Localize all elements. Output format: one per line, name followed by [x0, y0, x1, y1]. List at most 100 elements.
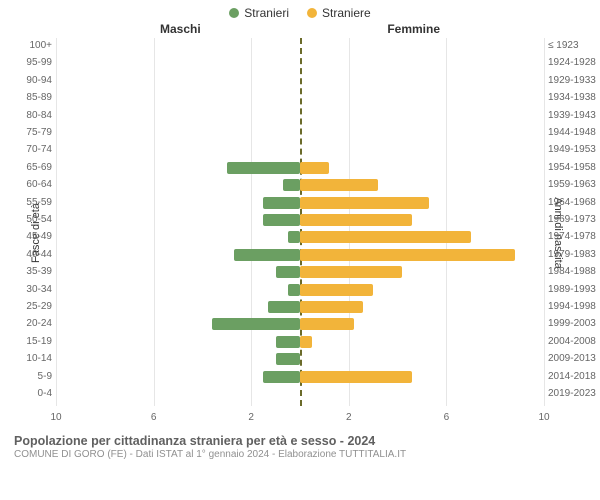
birth-year-label: ≤ 1923: [548, 40, 600, 51]
x-tick-label: 2: [346, 412, 352, 423]
bar-female: [300, 301, 363, 313]
age-row: 80-841939-1943: [56, 108, 544, 124]
bar-male: [263, 214, 300, 226]
age-row: 50-541969-1973: [56, 212, 544, 228]
birth-year-label: 1949-1953: [548, 144, 600, 155]
bar-female: [300, 336, 312, 348]
bar-female: [300, 179, 378, 191]
birth-year-label: 1994-1998: [548, 301, 600, 312]
age-label: 85-89: [12, 92, 52, 103]
age-row: 10-142009-2013: [56, 351, 544, 367]
age-row: 95-991924-1928: [56, 55, 544, 71]
birth-year-label: 2004-2008: [548, 336, 600, 347]
legend-item-male: Stranieri: [229, 6, 289, 20]
bar-male: [283, 179, 300, 191]
age-label: 80-84: [12, 110, 52, 121]
bar-male: [276, 336, 300, 348]
age-label: 100+: [12, 40, 52, 51]
age-label: 5-9: [12, 371, 52, 382]
age-row: 25-291994-1998: [56, 299, 544, 315]
chart-footer: Popolazione per cittadinanza straniera p…: [0, 428, 600, 460]
bar-male: [227, 162, 300, 174]
age-row: 15-192004-2008: [56, 334, 544, 350]
bar-female: [300, 249, 515, 261]
age-row: 45-491974-1978: [56, 229, 544, 245]
bar-female: [300, 162, 329, 174]
age-row: 5-92014-2018: [56, 369, 544, 385]
birth-year-label: 1989-1993: [548, 284, 600, 295]
x-tick-label: 10: [538, 412, 549, 423]
bar-female: [300, 231, 471, 243]
birth-year-label: 1974-1978: [548, 231, 600, 242]
legend-label-male: Stranieri: [244, 6, 289, 20]
age-label: 0-4: [12, 388, 52, 399]
birth-year-label: 1954-1958: [548, 162, 600, 173]
birth-year-label: 1959-1963: [548, 179, 600, 190]
bar-female: [300, 284, 373, 296]
legend-item-female: Straniere: [307, 6, 371, 20]
age-label: 35-39: [12, 266, 52, 277]
age-row: 75-791944-1948: [56, 125, 544, 141]
bar-male: [288, 231, 300, 243]
chart-subtitle: COMUNE DI GORO (FE) - Dati ISTAT al 1° g…: [14, 449, 586, 460]
legend: Stranieri Straniere: [0, 0, 600, 22]
bar-male: [276, 266, 300, 278]
age-label: 20-24: [12, 318, 52, 329]
age-label: 25-29: [12, 301, 52, 312]
side-titles: Maschi Femmine: [0, 22, 600, 36]
age-label: 90-94: [12, 75, 52, 86]
bar-female: [300, 197, 429, 209]
birth-year-label: 2009-2013: [548, 353, 600, 364]
age-label: 50-54: [12, 214, 52, 225]
age-label: 75-79: [12, 127, 52, 138]
bar-female: [300, 318, 354, 330]
birth-year-label: 1929-1933: [548, 75, 600, 86]
x-tick-label: 6: [151, 412, 157, 423]
bar-male: [263, 371, 300, 383]
legend-swatch-male: [229, 8, 239, 18]
age-row: 100+≤ 1923: [56, 38, 544, 54]
age-row: 40-441979-1983: [56, 247, 544, 263]
birth-year-label: 1964-1968: [548, 197, 600, 208]
birth-year-label: 2014-2018: [548, 371, 600, 382]
bar-male: [212, 318, 300, 330]
chart-title: Popolazione per cittadinanza straniera p…: [14, 434, 586, 448]
x-tick-label: 2: [248, 412, 254, 423]
age-label: 70-74: [12, 144, 52, 155]
age-label: 40-44: [12, 249, 52, 260]
chart-container: Stranieri Straniere Maschi Femmine Fasce…: [0, 0, 600, 500]
bar-male: [234, 249, 300, 261]
age-row: 0-42019-2023: [56, 386, 544, 402]
age-row: 20-241999-2003: [56, 316, 544, 332]
birth-year-label: 1969-1973: [548, 214, 600, 225]
side-title-left: Maschi: [160, 22, 201, 36]
x-tick-label: 6: [444, 412, 450, 423]
age-label: 45-49: [12, 231, 52, 242]
bar-female: [300, 214, 412, 226]
age-row: 55-591964-1968: [56, 195, 544, 211]
x-tick-label: 10: [50, 412, 61, 423]
bar-female: [300, 371, 412, 383]
x-axis: 10622610: [56, 408, 544, 428]
birth-year-label: 1939-1943: [548, 110, 600, 121]
birth-year-label: 1934-1938: [548, 92, 600, 103]
side-title-right: Femmine: [387, 22, 440, 36]
age-row: 65-691954-1958: [56, 160, 544, 176]
birth-year-label: 1979-1983: [548, 249, 600, 260]
bar-male: [263, 197, 300, 209]
age-label: 55-59: [12, 197, 52, 208]
age-label: 10-14: [12, 353, 52, 364]
age-label: 60-64: [12, 179, 52, 190]
birth-year-label: 2019-2023: [548, 388, 600, 399]
birth-year-label: 1984-1988: [548, 266, 600, 277]
age-row: 35-391984-1988: [56, 264, 544, 280]
age-row: 90-941929-1933: [56, 73, 544, 89]
age-label: 15-19: [12, 336, 52, 347]
birth-year-label: 1999-2003: [548, 318, 600, 329]
gridline: [544, 38, 545, 406]
bar-female: [300, 266, 402, 278]
age-label: 95-99: [12, 57, 52, 68]
age-row: 85-891934-1938: [56, 90, 544, 106]
plot-area: Fasce di età Anni di nascita 100+≤ 19239…: [56, 38, 544, 428]
age-row: 30-341989-1993: [56, 282, 544, 298]
